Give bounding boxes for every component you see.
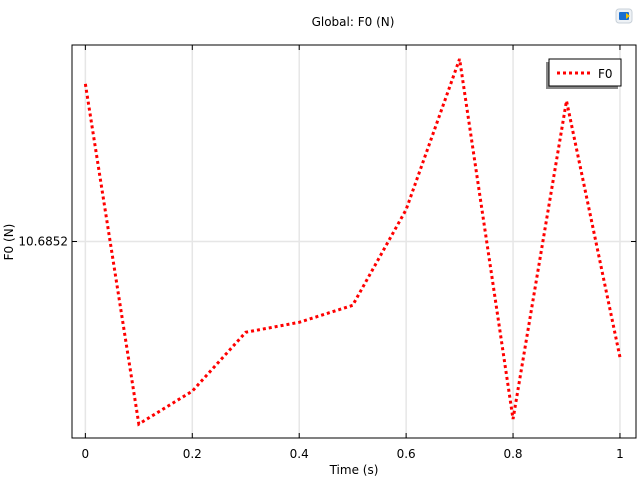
chart-title: Global: F0 (N)	[312, 15, 395, 29]
x-tick-label: 0.8	[503, 447, 522, 461]
x-tick-label: 0.4	[290, 447, 309, 461]
x-tick-label: 1	[616, 447, 624, 461]
x-tick-label: 0	[82, 447, 90, 461]
y-axis-label: F0 (N)	[2, 224, 16, 261]
legend: F0	[546, 58, 622, 89]
x-tick-label: 0.6	[397, 447, 416, 461]
legend-label: F0	[598, 67, 613, 81]
grid	[72, 45, 636, 438]
x-axis-label: Time (s)	[329, 463, 379, 477]
legend-box	[548, 58, 622, 87]
logo-icon	[615, 8, 633, 24]
series-line-F0	[83, 58, 622, 427]
axis-ticks: 0 0.2 0.4 0.6 0.8 1 10.6852	[18, 45, 636, 461]
series-layer	[83, 58, 622, 427]
y-tick-label: 10.6852	[18, 235, 68, 249]
x-tick-label: 0.2	[183, 447, 202, 461]
